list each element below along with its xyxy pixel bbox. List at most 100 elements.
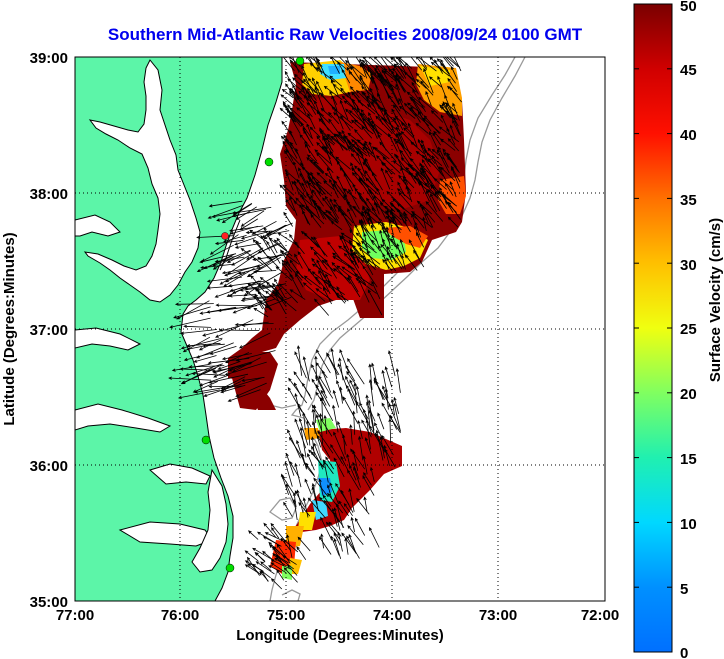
velocity-arrow: [406, 102, 422, 114]
velocity-arrow: [373, 147, 390, 160]
velocity-arrow: [380, 167, 391, 190]
velocity-arrow: [302, 86, 313, 98]
velocity-arrow: [336, 286, 347, 303]
velocity-arrow: [419, 203, 429, 224]
velocity-arrow: [307, 112, 316, 130]
velocity-arrow: [239, 332, 271, 349]
velocity-arrow: [410, 141, 425, 154]
velocity-arrow: [270, 578, 283, 590]
velocity-arrow: [318, 118, 335, 135]
velocity-arrow: [383, 444, 390, 466]
velocity-arrow: [418, 96, 438, 114]
velocity-arrow: [354, 223, 368, 249]
velocity-arrow: [362, 265, 378, 288]
velocity-arrow: [316, 141, 327, 153]
velocity-arrow: [382, 238, 391, 258]
velocity-arrow: [369, 526, 380, 548]
velocity-arrow: [395, 367, 401, 393]
velocity-arrow: [362, 475, 375, 496]
velocity-arrow: [263, 224, 287, 240]
velocity-arrow: [367, 399, 375, 431]
velocity-arrow: [287, 564, 298, 576]
velocity-arrow: [168, 376, 212, 381]
velocity-arrow: [201, 244, 234, 262]
velocity-arrow: [269, 544, 281, 555]
colorbar-tick-label: 40: [680, 127, 697, 144]
velocity-arrow: [434, 191, 447, 209]
velocity-arrow: [208, 200, 243, 208]
velocity-arrow: [386, 257, 397, 272]
velocity-arrow: [256, 255, 279, 268]
velocity-arrow: [368, 141, 377, 161]
velocity-arrow: [272, 546, 286, 558]
velocity-arrow: [209, 346, 237, 355]
velocity-arrow: [296, 345, 303, 376]
velocity-arrow: [281, 120, 294, 138]
velocity-arrow: [231, 207, 272, 215]
velocity-arrow: [390, 207, 395, 223]
velocity-arrow: [446, 127, 456, 145]
velocity-arrow: [193, 355, 217, 363]
colorbar-tick-label: 45: [680, 62, 697, 79]
velocity-arrow: [317, 430, 334, 454]
velocity-arrow: [316, 135, 332, 156]
velocity-arrow: [330, 221, 343, 231]
velocity-arrow: [229, 225, 258, 235]
velocity-arrow: [280, 94, 295, 107]
velocity-arrow: [315, 375, 328, 399]
velocity-arrow: [319, 397, 334, 421]
x-tick-label: 74:00: [373, 607, 411, 624]
velocity-arrow: [279, 107, 296, 123]
velocity-arrow: [351, 259, 367, 286]
velocity-arrow: [274, 278, 286, 298]
velocity-arrow: [199, 253, 237, 264]
velocity-arrow: [313, 298, 330, 316]
velocity-arrow: [209, 234, 239, 255]
radar-site-marker: [201, 435, 211, 445]
velocity-arrow: [220, 384, 246, 394]
velocity-arrow: [367, 289, 383, 316]
velocity-arrow: [382, 229, 397, 248]
velocity-arrow: [306, 157, 324, 175]
velocity-arrow: [311, 271, 329, 285]
colorbar-tick-label: 20: [680, 386, 697, 403]
velocity-arrow: [310, 436, 315, 456]
velocity-arrow: [270, 562, 287, 574]
velocity-arrow: [234, 323, 274, 327]
velocity-arrow: [333, 532, 341, 546]
velocity-arrow: [262, 550, 275, 562]
velocity-arrow: [330, 535, 340, 556]
velocity-arrow: [416, 200, 433, 215]
velocity-arrow: [274, 557, 286, 566]
velocity-arrow: [329, 75, 343, 87]
velocity-arrow: [327, 279, 340, 299]
velocity-arrow: [318, 375, 334, 399]
velocity-arrow: [294, 490, 305, 508]
velocity-arrow: [356, 106, 369, 132]
velocity-arrow: [263, 226, 278, 254]
velocity-arrow: [440, 59, 450, 75]
velocity-arrow: [259, 570, 269, 582]
velocity-arrow: [346, 201, 362, 216]
velocity-arrow: [302, 356, 310, 382]
velocity-arrow: [206, 285, 233, 290]
velocity-arrow: [340, 232, 360, 245]
velocity-arrow: [452, 119, 460, 135]
velocity-arrow: [221, 265, 258, 275]
velocity-arrow: [395, 133, 406, 149]
velocity-arrow: [176, 300, 210, 320]
velocity-arrow: [299, 426, 307, 458]
x-tick-label: 77:00: [56, 607, 94, 624]
velocity-arrow: [364, 170, 379, 191]
velocity-arrow: [428, 76, 442, 88]
velocity-arrow: [311, 482, 318, 505]
velocity-arrow: [208, 373, 249, 384]
velocity-arrow: [400, 157, 415, 172]
velocity-arrow: [255, 240, 268, 257]
velocity-arrow: [283, 501, 293, 517]
velocity-arrow: [339, 236, 353, 263]
velocity-arrow: [289, 233, 299, 249]
velocity-arrow: [183, 324, 212, 329]
velocity-arrow: [282, 57, 295, 72]
colorbar-tick-label: 35: [680, 192, 697, 209]
